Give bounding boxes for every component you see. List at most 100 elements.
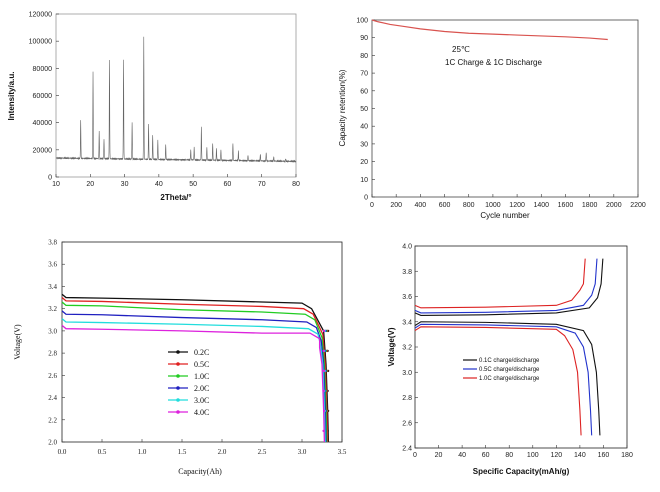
x-tick-label: 20: [435, 452, 443, 459]
discharge-series-line: [61, 310, 327, 443]
x-tick-label: 400: [415, 202, 427, 209]
y-tick-label: 10: [360, 177, 368, 184]
x-tick-label: 1000: [485, 202, 501, 209]
y-tick-label: 80000: [33, 66, 53, 73]
y-tick-label: 60000: [33, 93, 53, 100]
legend-marker: [176, 398, 180, 402]
y-tick-label: 0: [48, 175, 52, 182]
x-tick-label: 1.5: [178, 448, 187, 456]
y-tick-label: 4.0: [402, 244, 412, 251]
discharge-marker: [322, 429, 325, 433]
x-tick-label: 160: [598, 452, 610, 459]
legend-label: 0.2C: [194, 348, 209, 357]
discharge-series-line: [61, 301, 328, 443]
discharge-curve: [414, 323, 593, 436]
x-tick-label: 140: [574, 452, 586, 459]
y-tick-label: 40: [360, 124, 368, 131]
legend-marker: [176, 350, 180, 354]
legend-label: 4.0C: [194, 408, 209, 417]
y-tick-label: 3.8: [48, 239, 57, 247]
discharge-rate-chart: 0.0 0.5 1.0 1.5 2.0 2.5 3.0 3.5 2.0 2.2 2.4 2.6 2.8 3…: [13, 239, 347, 477]
x-tick-label: 70: [258, 181, 266, 188]
legend-label: 1.0C: [194, 372, 209, 381]
legend-marker: [176, 386, 180, 390]
x-tick-label: 50: [189, 181, 197, 188]
y-tick-label: 3.2: [402, 345, 412, 352]
x-tick-label: 40: [155, 181, 163, 188]
discharge-series-line: [61, 297, 329, 443]
y-tick-label: 60: [360, 88, 368, 95]
y-tick-label: 50: [360, 106, 368, 113]
y-tick-label: 40000: [33, 120, 53, 127]
cycle-annotation-temp: 25℃: [452, 45, 470, 54]
discharge-marker: [322, 329, 326, 333]
x-tick-label: 120: [550, 452, 562, 459]
xrd-ylabel: Intensity/a.u.: [7, 72, 16, 121]
legend-label: 1.0C charge/discharge: [479, 376, 540, 382]
y-tick-label: 70: [360, 71, 368, 78]
y-tick-label: 2.2: [48, 416, 57, 424]
x-tick-label: 1.0: [138, 448, 147, 456]
y-tick-label: 2.8: [402, 395, 412, 402]
y-tick-label: 100: [356, 18, 368, 25]
y-tick-label: 2.4: [402, 446, 412, 453]
y-tick-label: 20: [360, 159, 368, 166]
x-tick-label: 40: [458, 452, 466, 459]
x-tick-label: 600: [439, 202, 451, 209]
cycle-xlabel: Cycle number: [480, 211, 530, 220]
cycle-ylabel: Capacity retention(%): [338, 69, 347, 146]
discharge-legend: 0.2C 0.5C 1.0C 2.0C 3.0C 4.0C: [168, 348, 209, 417]
x-tick-label: 10: [52, 181, 60, 188]
x-tick-label: 80: [292, 181, 300, 188]
y-tick-label: 80: [360, 53, 368, 60]
cycle-plot-frame: [371, 19, 639, 198]
y-tick-label: 3.6: [48, 261, 57, 269]
legend-label: 2.0C: [194, 384, 209, 393]
cycle-chart: 0 200 400 600 800 1000 1200 1400 1600 1800 2000 220…: [338, 18, 646, 221]
x-tick-label: 0: [370, 202, 374, 209]
y-tick-label: 100000: [29, 39, 52, 46]
y-tick-label: 20000: [33, 147, 53, 154]
discharge-curve: [414, 326, 582, 436]
charge-curve: [414, 258, 604, 316]
discharge-marker: [322, 349, 325, 353]
y-tick-label: 30: [360, 141, 368, 148]
x-tick-label: 1200: [509, 202, 525, 209]
x-tick-label: 80: [505, 452, 513, 459]
xrd-xlabel: 2Theta/°: [160, 193, 191, 202]
y-tick-label: 2.0: [48, 439, 57, 447]
discharge-curve: [414, 321, 601, 436]
y-tick-label: 3.0: [402, 370, 412, 377]
x-tick-label: 2.5: [258, 448, 267, 456]
y-tick-label: 2.6: [48, 372, 57, 380]
x-tick-label: 180: [621, 452, 633, 459]
y-tick-label: 120000: [29, 12, 52, 19]
y-tick-label: 3.8: [402, 269, 412, 276]
legend-label: 0.5C charge/discharge: [479, 367, 540, 373]
y-tick-label: 2.8: [48, 350, 57, 358]
x-tick-label: 800: [463, 202, 475, 209]
discharge-marker: [322, 409, 326, 413]
y-tick-label: 2.6: [402, 420, 412, 427]
cycle-retention-line: [371, 19, 608, 41]
specific-capacity-chart: 0 20 40 60 80 100 120 140 160 180 2.4 2.6 2.8 3.0 3.2 3…: [387, 244, 633, 477]
x-tick-label: 60: [224, 181, 232, 188]
discharge-marker: [322, 369, 326, 373]
discharge-ylabel: Voltage(V): [13, 324, 22, 360]
y-tick-label: 3.0: [48, 327, 57, 335]
discharge-series-line: [61, 318, 326, 443]
discharge-series-line: [61, 324, 326, 443]
cycle-annotation-rate: 1C Charge & 1C Discharge: [445, 58, 542, 67]
specific-xlabel: Specific Capacity(mAh/g): [473, 467, 570, 476]
x-tick-label: 2200: [630, 202, 646, 209]
x-tick-label: 3.0: [298, 448, 307, 456]
x-tick-label: 60: [482, 452, 490, 459]
x-tick-label: 1800: [582, 202, 598, 209]
charge-curve: [414, 258, 586, 309]
x-tick-label: 2000: [606, 202, 622, 209]
xrd-plot-frame: [55, 13, 297, 178]
x-tick-label: 0.5: [98, 448, 107, 456]
x-tick-label: 20: [86, 181, 94, 188]
x-tick-label: 0.0: [58, 448, 67, 456]
y-tick-label: 3.6: [402, 294, 412, 301]
